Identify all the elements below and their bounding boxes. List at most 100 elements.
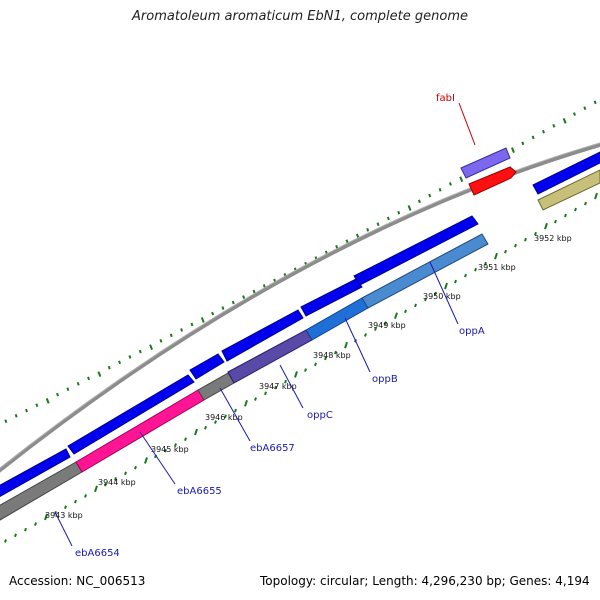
inner-ring-tick <box>224 414 227 419</box>
inner-ring-tick <box>64 505 67 509</box>
inner-tick-ring <box>4 192 598 543</box>
inner-ring-tick <box>144 457 148 464</box>
outer-ring-tick <box>221 306 225 310</box>
inner-ring-tick <box>374 327 377 331</box>
gene-label-leader-line <box>429 261 459 325</box>
gene-label-leader-line <box>54 511 73 547</box>
gene-ebA6657-body[interactable] <box>197 372 235 401</box>
outer-ring-tick <box>345 239 349 244</box>
gene-olive[interactable] <box>537 169 600 211</box>
outer-ring-tick <box>149 344 154 351</box>
inner-ring-tick <box>174 443 177 447</box>
tick-label: 3952 kbp <box>534 234 572 243</box>
tick-label: 3947 kbp <box>259 382 297 391</box>
gene-label-oppA[interactable]: oppA <box>459 326 485 337</box>
genome-backbone <box>0 142 600 473</box>
outer-ring-tick <box>562 118 567 124</box>
inner-ring-tick <box>484 261 487 266</box>
inner-ring-tick <box>124 471 127 476</box>
gene-forward-6[interactable] <box>353 215 479 286</box>
inner-ring-tick <box>574 207 577 212</box>
outer-ring-tick <box>107 365 111 370</box>
inner-ring-tick <box>284 379 287 384</box>
outer-ring-tick <box>366 228 370 232</box>
inner-ring-tick <box>404 309 407 314</box>
inner-ring-tick <box>534 231 537 236</box>
gene-fabI-red[interactable] <box>468 166 517 196</box>
fabI-leader-line <box>458 102 476 146</box>
inner-ring-tick <box>214 420 217 424</box>
gene-fabI-upper[interactable] <box>460 147 511 179</box>
map-title: Aromatoleum aromaticum EbN1, complete ge… <box>132 9 468 24</box>
gene-oppA-body[interactable] <box>361 233 489 309</box>
outer-ring-tick <box>593 100 597 105</box>
outer-ring-tick <box>190 322 194 327</box>
gene-forward-3[interactable] <box>189 353 225 380</box>
outer-ring-tick <box>25 408 28 413</box>
outer-ring-tick <box>531 135 535 140</box>
outer-ring-tick <box>138 349 142 354</box>
inner-ring-tick <box>364 333 367 337</box>
gene-forward-7[interactable] <box>532 151 600 195</box>
inner-ring-tick <box>84 494 87 498</box>
outer-ring-tick <box>376 222 380 226</box>
outer-ring-tick <box>56 392 59 397</box>
inner-ring-tick <box>334 350 337 355</box>
outer-ring-tick <box>76 382 80 386</box>
gene-label-ebA6657[interactable]: ebA6657 <box>250 443 295 454</box>
outer-ring-tick <box>200 317 205 323</box>
outer-ring-tick <box>128 355 132 359</box>
gene-forward-2[interactable] <box>67 374 195 455</box>
outer-ring-tick <box>386 216 390 221</box>
tick-label: 3946 kbp <box>205 413 243 422</box>
outer-ring-tick <box>397 210 401 215</box>
inner-ring-tick <box>444 282 448 290</box>
outer-ring-tick <box>438 187 442 192</box>
accession-text: Accession: NC_006513 <box>9 574 146 588</box>
inner-ring-tick <box>264 391 267 396</box>
inner-ring-tick <box>134 465 137 470</box>
inner-ring-tick <box>244 400 248 407</box>
inner-ring-tick <box>434 291 437 296</box>
inner-ring-tick <box>14 533 17 538</box>
inner-ring-tick <box>304 368 307 372</box>
inner-ring-tick <box>504 249 507 254</box>
gene-forward-4[interactable] <box>221 309 304 362</box>
outer-ring-tick <box>118 360 122 365</box>
outer-ring-tick <box>45 397 50 404</box>
outer-ring-tick <box>583 106 587 111</box>
outer-ring-tick <box>521 141 525 146</box>
gene-label-ebA6654[interactable]: ebA6654 <box>75 548 120 559</box>
tick-label: 3949 kbp <box>368 321 406 330</box>
inner-ring-tick <box>424 297 427 302</box>
gene-forward-1[interactable] <box>0 448 71 498</box>
outer-ring-tick <box>35 403 39 408</box>
outer-ring-tick <box>407 205 412 211</box>
fabI-genes <box>458 102 517 196</box>
tick-label: 3950 kbp <box>423 292 461 301</box>
outer-ring-tick <box>417 199 421 204</box>
outer-ring-tick <box>511 147 515 154</box>
gene-forward-5[interactable] <box>300 278 363 317</box>
inner-ring-tick <box>34 522 37 526</box>
gene-label-fabI[interactable]: fabI <box>436 93 455 104</box>
gene-oppC-body[interactable] <box>227 329 313 384</box>
outer-ring-tick <box>552 123 556 128</box>
genome-summary-text: Topology: circular; Length: 4,296,230 bp… <box>260 574 590 588</box>
inner-ring-tick <box>394 312 398 320</box>
inner-ring-tick <box>554 219 557 224</box>
inner-ring-tick <box>514 243 517 248</box>
gene-label-oppC[interactable]: oppC <box>307 410 333 421</box>
inner-ring-tick <box>4 539 7 543</box>
inner-ring-tick <box>384 321 387 325</box>
genome-backbone-highlight <box>0 142 600 469</box>
inner-ring-tick <box>104 482 107 487</box>
outer-ring-tick <box>87 376 90 381</box>
gene-label-oppB[interactable]: oppB <box>372 374 398 385</box>
inner-ring-tick <box>194 428 198 436</box>
outer-ring-tick <box>231 300 235 305</box>
inner-ring-tick <box>274 385 277 390</box>
gene-label-ebA6655[interactable]: ebA6655 <box>177 486 222 497</box>
